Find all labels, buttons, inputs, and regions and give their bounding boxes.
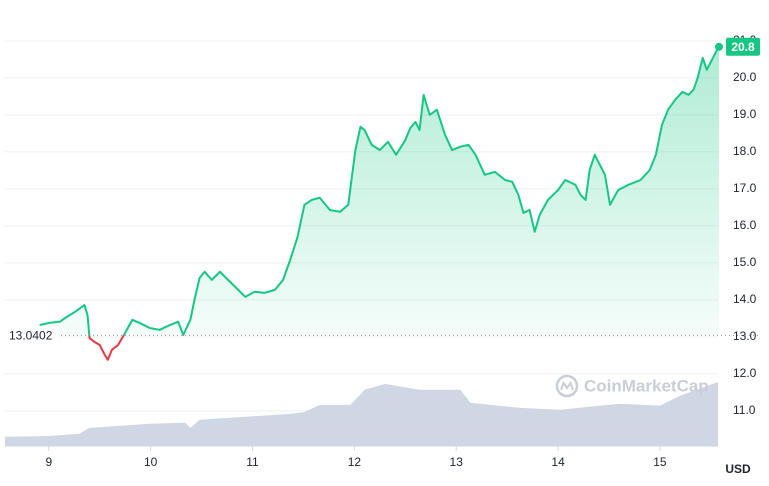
baseline-label: 13.0402 xyxy=(9,329,53,343)
x-tick-label: 13 xyxy=(450,455,464,469)
y-tick-label: 14.0 xyxy=(733,292,757,306)
watermark: CoinMarketCap xyxy=(555,374,709,398)
y-tick-label: 12.0 xyxy=(733,366,757,380)
x-tick-label: 10 xyxy=(144,455,158,469)
price-tag xyxy=(726,37,760,56)
x-tick-label: 14 xyxy=(551,455,565,469)
x-tick-label: 15 xyxy=(653,455,667,469)
y-tick-label: 17.0 xyxy=(733,181,757,195)
y-tick-label: 13.0 xyxy=(733,329,757,343)
x-tick-label: 11 xyxy=(246,455,259,469)
y-tick-label: 19.0 xyxy=(733,107,757,121)
price-line-up xyxy=(39,46,720,336)
price-area xyxy=(39,46,720,336)
volume-area xyxy=(5,381,718,446)
y-tick-label: 20.0 xyxy=(733,70,757,84)
watermark-text: CoinMarketCap xyxy=(584,376,709,395)
y-tick-label: 18.0 xyxy=(733,144,757,158)
x-tick-label: 9 xyxy=(45,455,52,469)
y-tick-label: 15.0 xyxy=(733,255,757,269)
last-point xyxy=(715,42,724,51)
y-tick-label: 11.0 xyxy=(733,403,756,417)
x-tick-label: 12 xyxy=(348,455,362,469)
price-tag-label: 20.8 xyxy=(731,40,755,54)
currency-label: USD xyxy=(725,462,751,476)
y-tick-label: 16.0 xyxy=(733,218,757,232)
baseline-tag xyxy=(5,326,59,345)
